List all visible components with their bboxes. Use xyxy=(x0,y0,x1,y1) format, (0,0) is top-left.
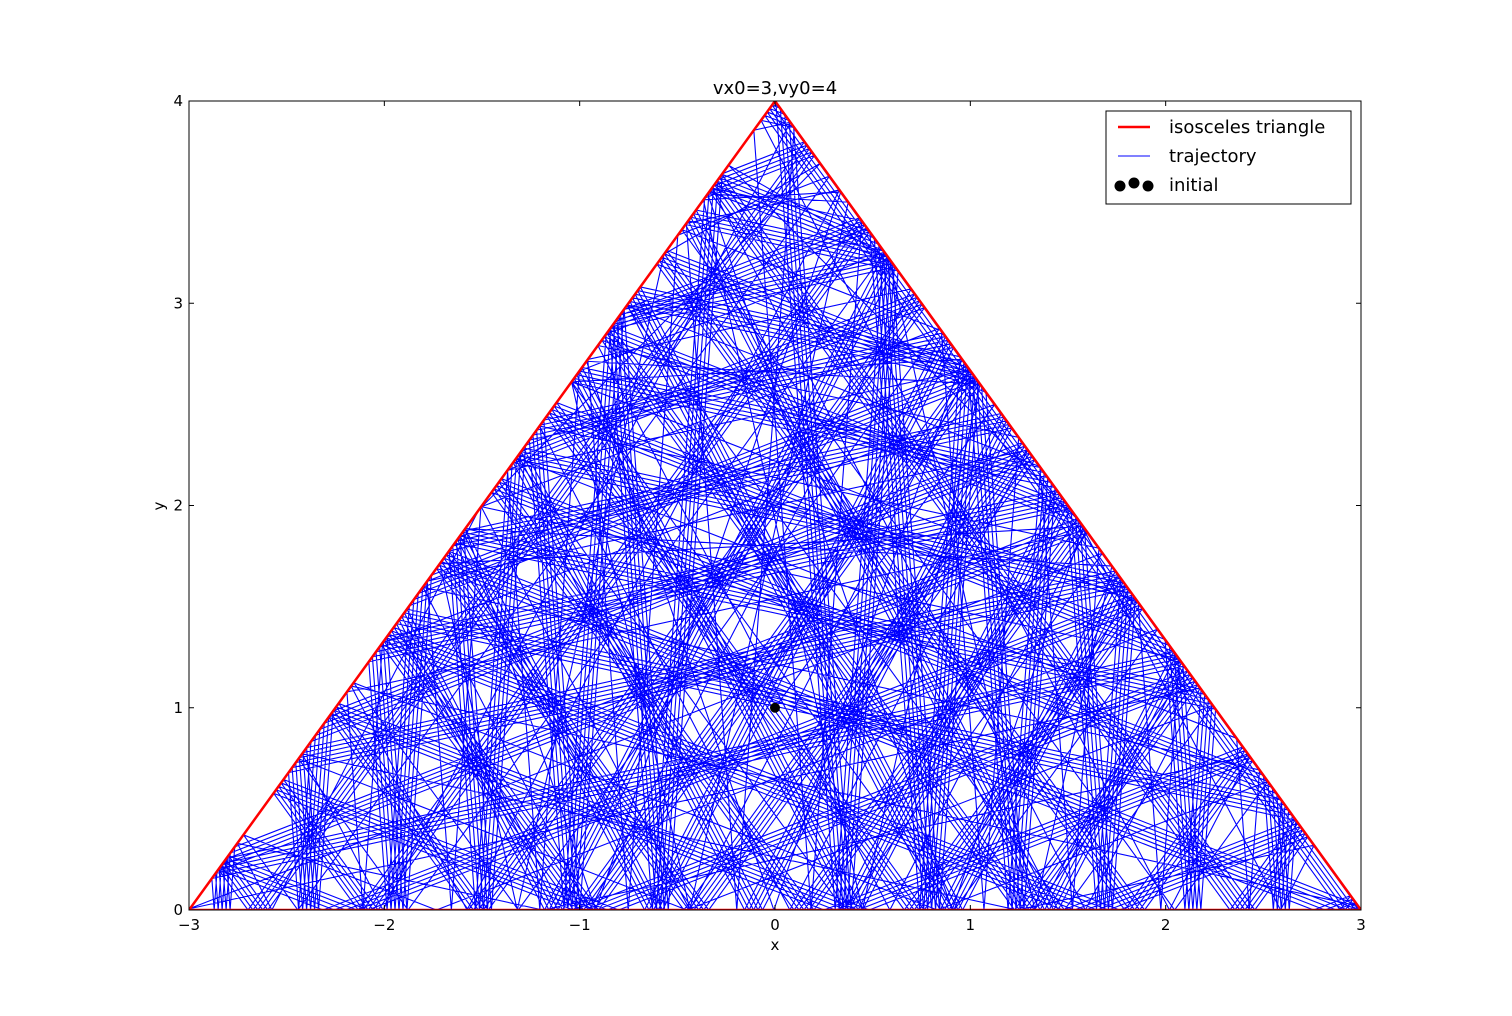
x-tick-label: 2 xyxy=(1161,916,1171,934)
triangle-series xyxy=(189,101,1361,910)
x-axis: −3 −2 −1 0 1 2 3 xyxy=(178,101,1366,934)
triangle-outline xyxy=(189,101,1361,910)
legend-label-triangle: isosceles triangle xyxy=(1169,117,1325,138)
y-tick-label: 0 xyxy=(173,901,183,919)
legend: isosceles triangle trajectory initial xyxy=(1105,110,1352,205)
y-tick-label: 2 xyxy=(173,497,183,515)
y-axis-label: y xyxy=(150,501,168,510)
x-tick-label: 1 xyxy=(966,916,976,934)
legend-label-trajectory: trajectory xyxy=(1169,146,1257,167)
legend-swatch-initial-dot xyxy=(1128,177,1140,189)
x-tick-label: −3 xyxy=(178,916,200,934)
legend-label-initial: initial xyxy=(1169,175,1219,196)
initial-point xyxy=(770,702,780,713)
y-axis: 0 1 2 3 4 xyxy=(173,92,1361,919)
legend-swatch-initial-dot xyxy=(1114,180,1126,192)
initial-series xyxy=(770,702,780,713)
chart-title: vx0=3,vy0=4 xyxy=(713,78,837,99)
x-tick-label: 0 xyxy=(770,916,780,934)
y-tick-label: 1 xyxy=(173,699,183,717)
x-tick-label: −2 xyxy=(373,916,395,934)
x-axis-label: x xyxy=(771,936,780,954)
x-tick-label: −1 xyxy=(569,916,591,934)
y-tick-label: 4 xyxy=(173,92,183,110)
legend-swatch-initial-dot xyxy=(1142,180,1154,192)
y-tick-label: 3 xyxy=(173,294,183,312)
plot-area xyxy=(188,100,1362,911)
x-tick-label: 3 xyxy=(1356,916,1366,934)
